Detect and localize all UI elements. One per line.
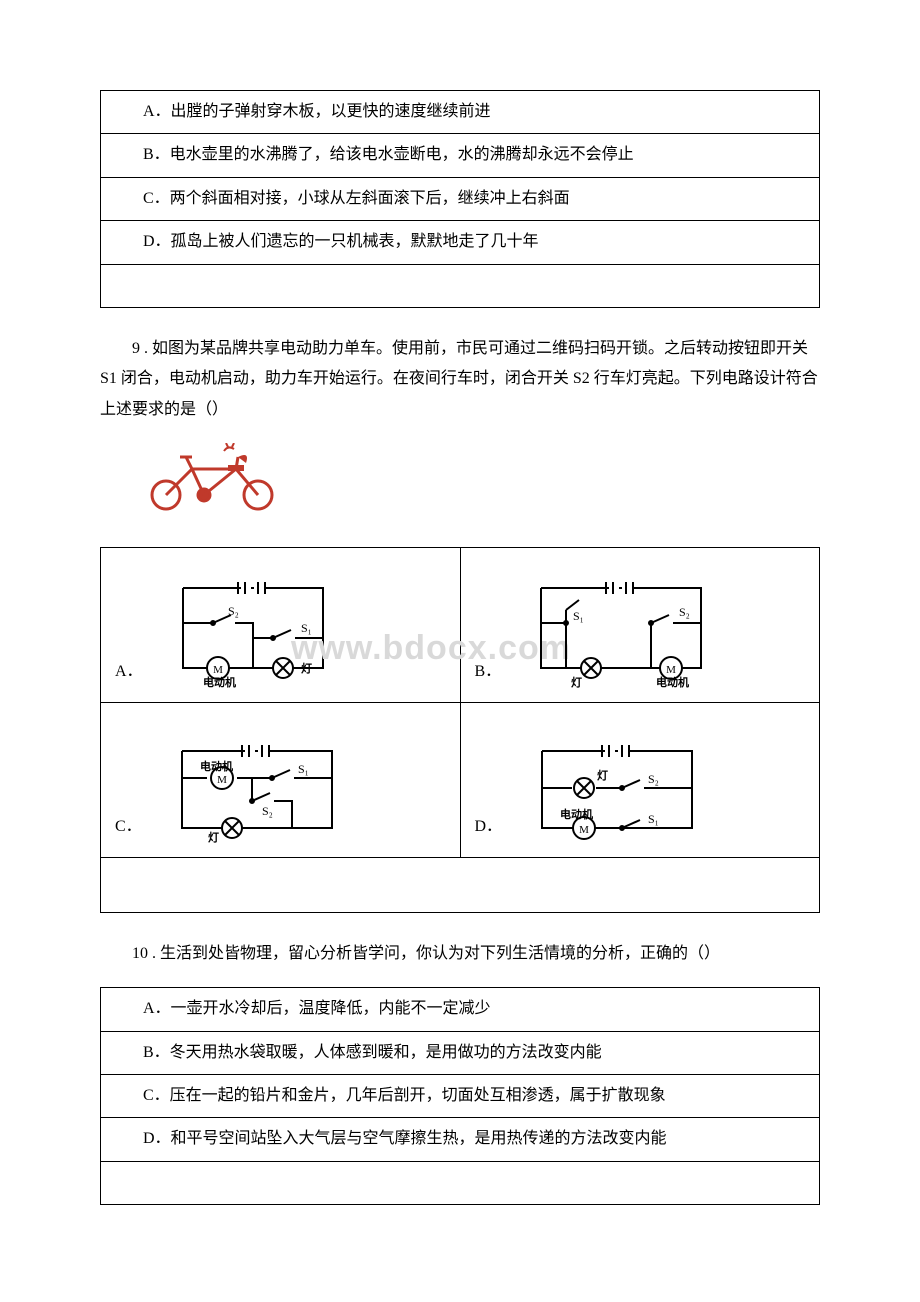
svg-text:电动机: 电动机 bbox=[656, 675, 689, 688]
circuit-b-svg: M S₁ S₂ 灯 电动机 bbox=[511, 568, 731, 688]
q10-text: 10 . 生活到处皆物理，留心分析皆学问，你认为对下列生活情境的分析，正确的（） bbox=[100, 939, 820, 969]
q8-option-c: C．两个斜面相对接，小球从左斜面滚下后，继续冲上右斜面 bbox=[101, 177, 820, 220]
svg-text:S₁: S₁ bbox=[298, 762, 309, 776]
svg-text:S₁: S₁ bbox=[301, 621, 312, 635]
q8-options-table: A．出膛的子弹射穿木板，以更快的速度继续前进 B．电水壶里的水沸腾了，给该电水壶… bbox=[100, 90, 820, 308]
circuit-a-svg: M S₂ S₁ 电动机 灯 bbox=[153, 568, 353, 688]
q10-option-c: C．压在一起的铅片和金片，几年后剖开，切面处互相渗透，属于扩散现象 bbox=[101, 1075, 820, 1118]
svg-text:S₁: S₁ bbox=[573, 609, 584, 623]
circuit-empty-row bbox=[101, 857, 820, 912]
option-b-label: B． bbox=[475, 657, 502, 687]
circuit-cell-c: C． M bbox=[101, 702, 461, 857]
circuit-d-svg: M 灯 S₂ 电动机 S₁ bbox=[512, 733, 722, 843]
svg-text:M: M bbox=[217, 774, 227, 786]
bike-icon bbox=[142, 443, 820, 524]
q10-option-d: D．和平号空间站坠入大气层与空气摩擦生热，是用热传递的方法改变内能 bbox=[101, 1118, 820, 1161]
svg-text:S₂: S₂ bbox=[679, 605, 690, 619]
svg-text:M: M bbox=[666, 664, 676, 676]
svg-text:电动机: 电动机 bbox=[200, 759, 233, 773]
svg-text:灯: 灯 bbox=[571, 675, 582, 688]
q8-option-d: D．孤岛上被人们遗忘的一只机械表，默默地走了几十年 bbox=[101, 221, 820, 264]
svg-text:M: M bbox=[213, 664, 223, 676]
circuit-options-table: www.bdocx.com A． M bbox=[100, 547, 820, 913]
svg-text:灯: 灯 bbox=[301, 661, 312, 675]
q10-options-table: A．一壶开水冷却后，温度降低，内能不一定减少 B．冬天用热水袋取暖，人体感到暖和… bbox=[100, 987, 820, 1205]
svg-text:灯: 灯 bbox=[597, 768, 608, 782]
q10-option-b: B．冬天用热水袋取暖，人体感到暖和，是用做功的方法改变内能 bbox=[101, 1031, 820, 1074]
q8-empty bbox=[101, 264, 820, 307]
q8-option-a: A．出膛的子弹射穿木板，以更快的速度继续前进 bbox=[101, 91, 820, 134]
svg-text:M: M bbox=[579, 824, 589, 836]
svg-text:S₂: S₂ bbox=[228, 604, 239, 618]
svg-text:S₂: S₂ bbox=[648, 772, 659, 786]
svg-text:电动机: 电动机 bbox=[560, 807, 593, 821]
circuit-cell-b: B． bbox=[460, 547, 820, 702]
circuit-cell-a: www.bdocx.com A． M bbox=[101, 547, 461, 702]
q8-option-b: B．电水壶里的水沸腾了，给该电水壶断电，水的沸腾却永远不会停止 bbox=[101, 134, 820, 177]
option-a-label: A． bbox=[115, 657, 143, 687]
circuit-c-svg: M 电动机 S₁ S₂ 灯 bbox=[152, 733, 362, 843]
q9-text: 9 . 如图为某品牌共享电动助力单车。使用前，市民可通过二维码扫码开锁。之后转动… bbox=[100, 334, 820, 425]
svg-text:灯: 灯 bbox=[208, 830, 219, 843]
circuit-cell-d: D． M bbox=[460, 702, 820, 857]
q10-empty bbox=[101, 1161, 820, 1204]
svg-text:电动机: 电动机 bbox=[203, 675, 236, 688]
q10-option-a: A．一壶开水冷却后，温度降低，内能不一定减少 bbox=[101, 988, 820, 1031]
option-d-label: D． bbox=[475, 812, 503, 842]
svg-text:S₁: S₁ bbox=[648, 812, 659, 826]
option-c-label: C． bbox=[115, 812, 142, 842]
svg-text:S₂: S₂ bbox=[262, 804, 273, 818]
